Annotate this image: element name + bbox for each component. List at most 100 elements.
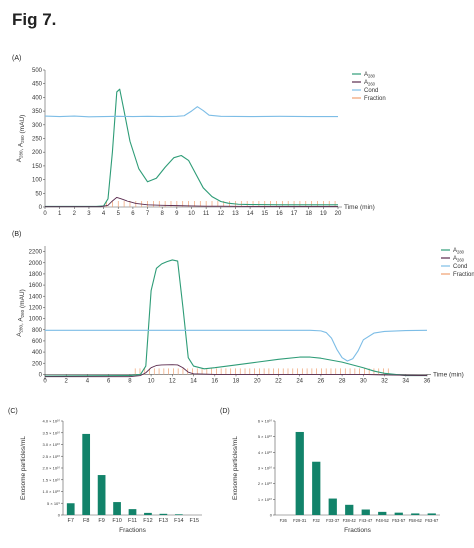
- x-tick-label: 8: [128, 378, 132, 384]
- y-tick-label: 1.0 × 10¹⁰: [42, 489, 60, 494]
- x-tick-label: 17: [291, 211, 298, 217]
- x-tick-label: F38-42: [343, 518, 357, 523]
- bar-f33-37: [328, 498, 337, 515]
- x-tick-label: 13: [232, 211, 239, 217]
- y-tick-label: 1.5 × 10¹⁰: [42, 477, 60, 482]
- y-tick-label: 2.5 × 10¹⁰: [42, 454, 60, 459]
- y-tick-label: 450: [32, 82, 43, 88]
- legend-label: A280: [364, 72, 376, 78]
- x-tick-label: F26: [280, 518, 288, 523]
- panel-label-a: (A): [12, 55, 21, 62]
- y-tick-label: 1400: [29, 294, 43, 300]
- y-tick-label: 6 × 10¹⁰: [258, 419, 273, 424]
- x-tick-label: 0: [43, 211, 47, 217]
- bar-f7: [66, 503, 75, 515]
- bar-f12: [144, 512, 152, 515]
- x-tick-label: F32: [313, 518, 321, 523]
- y-tick-label: 4 × 10¹⁰: [258, 450, 273, 455]
- x-tick-label: 10: [188, 211, 195, 217]
- x-tick-label: F58-62: [409, 518, 423, 523]
- bar-f58-62: [411, 513, 420, 515]
- x-tick-label: F12: [143, 518, 152, 524]
- y-tick-label: 1 × 10¹⁰: [258, 497, 273, 502]
- legend-label: A260: [453, 256, 465, 262]
- y-axis-label: Exosome particles/mL: [20, 436, 27, 500]
- x-tick-label: F9: [98, 518, 104, 524]
- x-tick-label: 6: [107, 378, 111, 384]
- y-tick-label: 300: [32, 123, 43, 129]
- legend-label: A280: [453, 248, 465, 254]
- y-tick-label: 1000: [29, 317, 43, 323]
- x-tick-label: 16: [276, 211, 283, 217]
- x-tick-label: 12: [169, 378, 176, 384]
- panel-label-c: (C): [8, 408, 18, 415]
- y-tick-label: 0: [39, 372, 43, 378]
- bar-f14: [174, 514, 183, 515]
- x-tick-label: 16: [211, 378, 218, 384]
- legend-label: Fraction: [364, 96, 386, 102]
- y-tick-label: 2.0 × 10¹⁰: [42, 466, 60, 471]
- x-tick-label: F48-52: [376, 518, 390, 523]
- bar-f13: [159, 513, 168, 515]
- legend-label: Fraction: [453, 272, 474, 278]
- y-tick-label: 0: [39, 205, 43, 211]
- series-line-cond: [44, 106, 338, 118]
- bar-f8: [82, 433, 91, 515]
- x-tick-label: 2: [73, 211, 77, 217]
- x-tick-label: 20: [335, 211, 342, 217]
- legend-label: A260: [364, 80, 376, 86]
- bar-f38-42: [345, 504, 354, 515]
- y-tick-label: 2000: [29, 261, 43, 267]
- x-tick-label: F53-57: [392, 518, 406, 523]
- x-tick-label: F11: [128, 518, 137, 524]
- bar-f29-31: [295, 431, 304, 515]
- y-axis-label: A280, A260 (mAU): [16, 289, 26, 337]
- y-tick-label: 200: [32, 150, 43, 156]
- x-tick-label: 7: [146, 211, 150, 217]
- y-tick-label: 150: [32, 164, 43, 170]
- x-tick-label: F15: [190, 518, 199, 524]
- bar-f9: [97, 475, 106, 515]
- x-axis-label: Time (min): [344, 204, 375, 211]
- y-tick-label: 350: [32, 109, 43, 115]
- x-tick-label: 26: [318, 378, 325, 384]
- y-tick-label: 2 × 10¹⁰: [258, 481, 273, 486]
- panel-label-d: (D): [220, 408, 230, 415]
- x-tick-label: F29-31: [293, 518, 307, 523]
- y-tick-label: 2200: [29, 250, 43, 256]
- x-tick-label: 1: [58, 211, 62, 217]
- y-tick-label: 400: [32, 350, 43, 356]
- x-tick-label: F7: [68, 518, 74, 524]
- y-tick-label: 800: [32, 328, 43, 334]
- x-tick-label: 28: [339, 378, 346, 384]
- x-axis-label: Fractions: [344, 527, 371, 534]
- legend-label: Cond: [453, 264, 467, 270]
- panel-label-b: (B): [12, 231, 21, 238]
- y-tick-label: 3.5 × 10¹⁰: [42, 430, 60, 435]
- x-tick-label: F63-67: [425, 518, 439, 523]
- x-tick-label: 12: [217, 211, 224, 217]
- bar-f43-47: [361, 509, 370, 515]
- y-tick-label: 500: [32, 68, 43, 74]
- y-tick-label: 5 × 10⁹: [47, 501, 60, 506]
- y-tick-label: 3 × 10¹⁰: [258, 466, 273, 471]
- x-tick-label: 8: [161, 211, 165, 217]
- x-tick-label: 14: [190, 378, 197, 384]
- x-tick-label: 14: [247, 211, 254, 217]
- y-tick-label: 5 × 10¹⁰: [258, 434, 273, 439]
- x-tick-label: F43-47: [359, 518, 373, 523]
- x-tick-label: 15: [261, 211, 268, 217]
- bar-f32: [312, 461, 321, 515]
- x-tick-label: 6: [131, 211, 135, 217]
- series-line-a260: [45, 196, 338, 208]
- x-tick-label: F8: [83, 518, 89, 524]
- x-tick-label: 10: [148, 378, 155, 384]
- x-tick-label: 11: [203, 211, 210, 217]
- y-tick-label: 1600: [29, 283, 43, 289]
- x-tick-label: F14: [174, 518, 183, 524]
- x-tick-label: 18: [305, 211, 312, 217]
- x-tick-label: 5: [117, 211, 121, 217]
- series-line-cond: [45, 329, 428, 362]
- x-tick-label: 30: [360, 378, 367, 384]
- y-tick-label: 200: [32, 361, 43, 367]
